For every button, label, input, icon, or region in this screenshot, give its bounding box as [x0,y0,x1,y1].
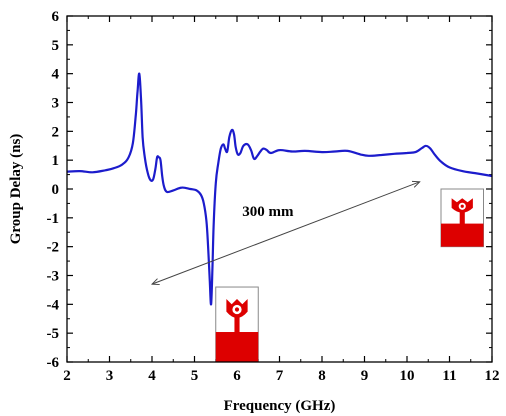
antenna-slot-center [460,204,464,208]
y-tick-label: 6 [52,9,60,25]
annotation-label-bg [235,200,300,221]
x-axis-label: Frequency (GHz) [224,398,336,414]
annotation-label: 300 mm [242,204,294,220]
x-axis-ticks: 2 3 4 5 6 7 8 9 10 11 12 [63,16,500,384]
x-tick-label: 5 [191,368,199,384]
x-tick-label: 11 [442,368,456,384]
x-tick-label: 3 [106,368,114,384]
x-tick-label: 12 [485,368,500,384]
x-tick-label: 2 [63,368,71,384]
y-axis-label: Group Delay (ns) [8,134,24,245]
antenna-icon [215,286,259,363]
plot-frame [66,15,493,363]
y-tick-label: -5 [47,326,60,342]
y-tick-label: 4 [52,67,60,83]
y-tick-label: -2 [47,240,60,256]
antenna-feed-line [459,212,465,225]
inset-images [215,188,484,363]
antenna-feed-line [234,317,240,334]
y-axis-ticks: -6 -5 -4 -3 -2 -1 0 1 2 3 4 5 6 [47,9,492,371]
x-tick-label: 9 [361,368,369,384]
series-group [66,72,493,306]
y-tick-label: 1 [52,153,60,169]
annotation-group: 300 mm [152,182,420,284]
antenna-ground-plane [441,223,484,247]
series-line-0 [66,72,493,306]
x-tick-label: 6 [233,368,241,384]
x-tick-label: 8 [318,368,326,384]
dimension-arrow [152,182,420,284]
x-tick-label: 4 [148,368,156,384]
y-tick-label: -6 [47,355,60,371]
y-tick-label: 2 [52,124,60,140]
y-tick-label: -3 [47,269,60,285]
antenna-ground-plane [215,332,259,362]
y-tick-label: -1 [47,211,60,227]
y-tick-label: -4 [47,297,60,313]
x-tick-label: 7 [276,368,284,384]
x-tick-label: 10 [400,368,415,384]
antenna-icon [440,188,484,248]
y-tick-label: 0 [52,182,60,198]
y-tick-label: 3 [52,96,60,112]
y-tick-label: 5 [52,38,60,54]
antenna-slot-center [234,307,240,312]
